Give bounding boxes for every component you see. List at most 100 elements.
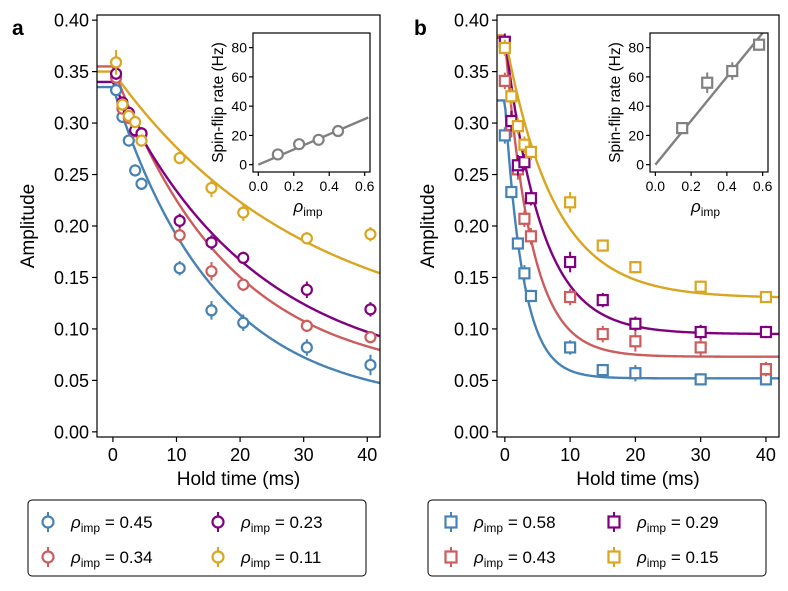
inset-y-tick-label: 20 (231, 127, 247, 143)
x-tick-label: 40 (357, 445, 377, 465)
data-point (564, 290, 577, 304)
inset-y-tick-label: 60 (231, 69, 247, 85)
x-axis-label: Hold time (ms) (576, 469, 700, 490)
data-point (173, 214, 186, 227)
data-point (109, 84, 123, 97)
data-point (518, 212, 531, 225)
legend-label: ρimp = 0.23 (240, 513, 323, 535)
legend-b: ρimp = 0.58 ρimp = 0.29 ρimp = 0.43 ρimp = … (427, 499, 767, 577)
data-point (109, 56, 123, 69)
data-point (518, 138, 531, 151)
data-point (116, 98, 129, 111)
data-point (564, 255, 577, 269)
data-point (364, 331, 377, 344)
inset-data-point (312, 133, 325, 146)
panel-b: b0.000.050.100.150.200.250.300.350.400 10… (414, 11, 780, 577)
data-point (498, 41, 511, 55)
x-tick-label: 0 (500, 445, 510, 465)
data-point (694, 280, 707, 293)
data-point (518, 156, 531, 169)
legend-entry-0.15: ρimp = 0.15 (607, 547, 719, 570)
legend-marker (607, 550, 621, 564)
y-tick-label: 0.40 (54, 11, 89, 31)
data-point (364, 228, 377, 241)
inset-x-tick-label: 0.6 (753, 178, 773, 194)
data-point (524, 230, 538, 243)
data-point (596, 294, 609, 307)
inset-y-tick-label: 40 (628, 98, 644, 114)
inset-y-tick-label: 80 (628, 40, 644, 56)
y-tick-label: 0.25 (454, 165, 489, 185)
data-point (205, 236, 218, 249)
y-tick-label: 0.00 (54, 422, 89, 442)
legend-entry-0.43: ρimp = 0.43 (444, 547, 556, 570)
data-point (596, 327, 609, 341)
legend-marker (41, 550, 55, 564)
data-point (205, 181, 218, 195)
inset-y-tick-label: 40 (231, 98, 247, 114)
data-point (511, 120, 524, 133)
legend-label: ρimp = 0.43 (473, 548, 556, 570)
inset-background (253, 33, 370, 172)
legend-marker (444, 515, 458, 529)
data-point (505, 185, 518, 199)
fit-curve-0.11 (97, 70, 380, 275)
x-tick-label: 10 (560, 445, 580, 465)
legend-entry-0.29: ρimp = 0.29 (607, 512, 719, 535)
series-0.43 (498, 72, 773, 377)
x-tick-label: 20 (625, 445, 645, 465)
data-point (629, 335, 642, 348)
legend-marker (211, 515, 225, 529)
legend-label: ρimp = 0.34 (70, 548, 153, 570)
inset-data-point (726, 64, 739, 78)
fit-curve-0.43 (497, 36, 779, 358)
legend-label: ρimp = 0.15 (636, 548, 719, 570)
y-tick-label: 0.25 (54, 165, 89, 185)
data-point (629, 261, 642, 274)
data-point (129, 115, 142, 129)
data-point (596, 363, 609, 377)
inset-data-point (292, 138, 306, 151)
data-point (564, 341, 577, 354)
inset-y-tick-label: 20 (628, 127, 644, 143)
panel-label: a (12, 17, 24, 40)
y-tick-label: 0.10 (54, 319, 89, 339)
legend-box (427, 499, 767, 577)
inset-x-axis-label: ρimp (293, 197, 323, 219)
x-tick-label: 0 (108, 445, 118, 465)
data-point (173, 229, 186, 242)
data-point (524, 289, 538, 303)
legend-entry-0.45: ρimp = 0.45 (41, 512, 153, 535)
data-point (596, 239, 609, 252)
data-point (364, 303, 377, 316)
inset-data-point (676, 122, 689, 135)
inset-data-point (752, 38, 766, 51)
inset-x-tick-label: 0.6 (355, 178, 375, 194)
fit-curve-0.15 (497, 34, 779, 299)
legend-label: ρimp = 0.29 (636, 513, 719, 535)
data-point (629, 367, 642, 380)
x-tick-label: 30 (294, 445, 314, 465)
panel-a: a0.000.050.100.150.200.250.300.350.400 10… (12, 11, 381, 577)
data-point (524, 145, 538, 158)
data-point (694, 341, 707, 354)
data-point (505, 90, 518, 103)
inset-b: 0 20 40 60 80 0.0 0.2 0.4 0.6 Spin-flip rate (Hz)… (607, 32, 773, 219)
inset-y-axis-label: Spin-flip rate (Hz) (607, 42, 624, 163)
data-point (524, 192, 538, 205)
data-point (498, 74, 511, 87)
data-point (237, 316, 250, 329)
data-point (564, 196, 577, 209)
data-point (759, 290, 773, 304)
legend-marker (211, 550, 225, 564)
x-tick-label: 30 (691, 445, 711, 465)
data-point (173, 262, 186, 275)
legend-entry-0.23: ρimp = 0.23 (211, 512, 323, 535)
legend-marker (607, 515, 621, 529)
legend-label: ρimp = 0.58 (473, 513, 556, 535)
y-tick-label: 0.40 (454, 11, 489, 31)
y-tick-label: 0.00 (454, 422, 489, 442)
inset-x-tick-label: 0.4 (717, 178, 737, 194)
inset-x-tick-label: 0.2 (284, 178, 304, 194)
